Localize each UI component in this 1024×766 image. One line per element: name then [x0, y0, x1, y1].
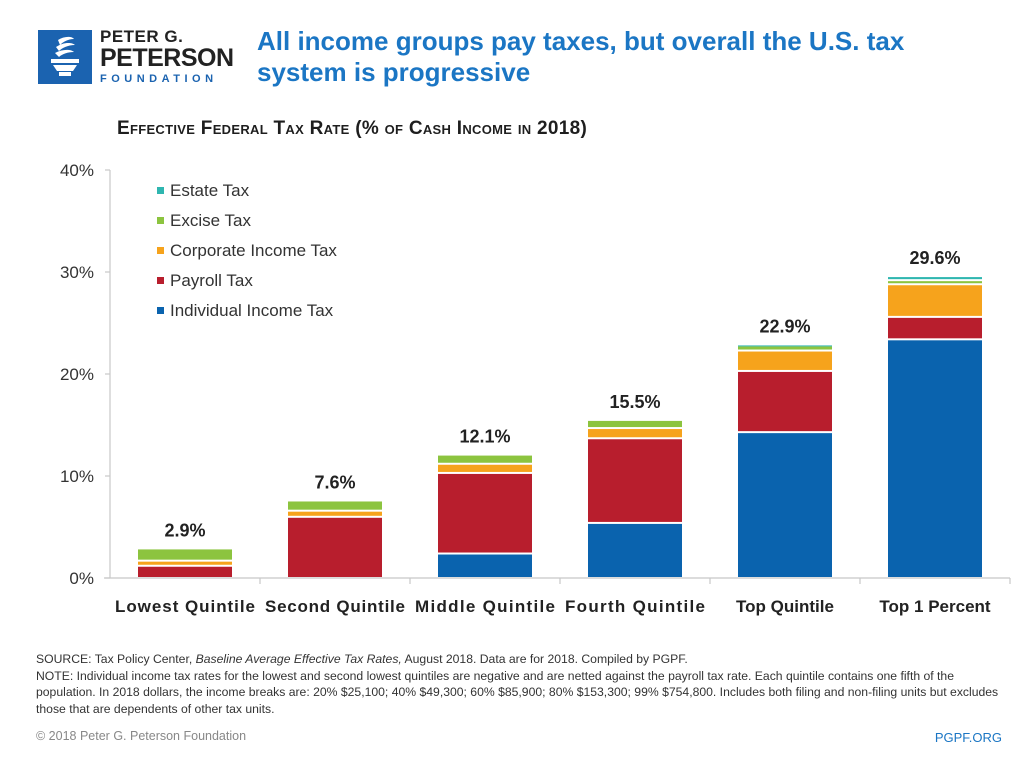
y-tick-label: 30%	[60, 263, 94, 282]
headline: All income groups pay taxes, but overall…	[257, 26, 905, 87]
total-label: 29.6%	[909, 248, 960, 268]
bar-segment-corporate-income-tax	[288, 511, 382, 516]
bar-segment-excise-tax	[888, 281, 982, 284]
x-category-label: Top Quintile	[736, 597, 834, 616]
x-category-label: Lowest Quintile	[115, 597, 255, 616]
total-label: 15.5%	[609, 392, 660, 412]
chart-title: Effective Federal Tax Rate (% of Cash In…	[117, 118, 588, 139]
source-line: SOURCE: Tax Policy Center, Baseline Aver…	[36, 652, 688, 666]
bar-segment-excise-tax	[738, 346, 832, 350]
bar-segment-corporate-income-tax	[888, 285, 982, 316]
bar-segment-corporate-income-tax	[438, 464, 532, 472]
legend-swatch-payroll-tax	[157, 277, 164, 284]
copyright: © 2018 Peter G. Peterson Foundation	[36, 729, 247, 743]
foundation-logo: PETER G. PETERSON FOUNDATION	[38, 28, 234, 85]
logo-line-2: PETERSON	[100, 44, 234, 72]
legend-label: Corporate Income Tax	[170, 241, 337, 260]
legend-label: Individual Income Tax	[170, 301, 334, 320]
x-category-label: Second Quintile	[265, 597, 405, 616]
logo-line-1: PETER G.	[100, 27, 184, 46]
legend-label: Excise Tax	[170, 211, 251, 230]
x-category-label: Middle Quintile	[415, 597, 555, 616]
bar-segment-payroll-tax	[138, 566, 232, 577]
legend-swatch-estate-tax	[157, 187, 164, 194]
bar-segment-excise-tax	[138, 549, 232, 560]
x-category-label: Fourth Quintile	[565, 597, 705, 616]
bar-segment-payroll-tax	[738, 371, 832, 432]
bar-segment-corporate-income-tax	[738, 351, 832, 370]
stacked-bar-chart: 0% 10% 20% 30% 40% 2.9% Lowest Quintile 7.6% Se…	[60, 161, 1011, 616]
y-tick-label: 40%	[60, 161, 94, 180]
total-label: 7.6%	[314, 472, 355, 492]
x-category-label: Top 1 Percent	[879, 597, 990, 616]
bar-segment-estate-tax	[888, 277, 982, 280]
bar-segment-payroll-tax	[588, 439, 682, 522]
bar-segment-excise-tax	[438, 455, 532, 463]
bar-segment-individual-income-tax	[738, 433, 832, 577]
bar-segment-individual-income-tax	[888, 340, 982, 577]
legend-swatch-individual-income-tax	[157, 307, 164, 314]
y-tick-label: 10%	[60, 467, 94, 486]
y-tick-label: 20%	[60, 365, 94, 384]
total-label: 12.1%	[459, 427, 510, 447]
torch-icon	[38, 29, 92, 84]
bar-segment-estate-tax	[738, 345, 832, 347]
bar-segment-excise-tax	[588, 420, 682, 428]
bar-segment-excise-tax	[288, 501, 382, 510]
bar-segment-payroll-tax	[288, 517, 382, 577]
bar-segment-individual-income-tax	[438, 554, 532, 577]
source-title: Baseline Average Effective Tax Rates,	[195, 652, 402, 666]
note-text: NOTE: Individual income tax rates for th…	[36, 668, 999, 716]
legend-swatch-excise-tax	[157, 217, 164, 224]
legend-label: Payroll Tax	[170, 271, 253, 290]
legend-label: Estate Tax	[170, 181, 250, 200]
bar-segment-corporate-income-tax	[588, 429, 682, 438]
site-link[interactable]: PGPF.ORG	[934, 730, 1002, 745]
total-label: 2.9%	[164, 520, 205, 540]
total-label: 22.9%	[759, 316, 810, 336]
y-tick-label: 0%	[69, 569, 94, 588]
footer-notes: SOURCE: Tax Policy Center, Baseline Aver…	[36, 651, 1006, 717]
bar-segment-payroll-tax	[888, 317, 982, 339]
logo-line-3: FOUNDATION	[100, 73, 218, 85]
bar-segment-payroll-tax	[438, 473, 532, 553]
legend-swatch-corporate-income-tax	[157, 247, 164, 254]
bar-segment-corporate-income-tax	[138, 561, 232, 565]
bar-segment-individual-income-tax	[588, 523, 682, 577]
